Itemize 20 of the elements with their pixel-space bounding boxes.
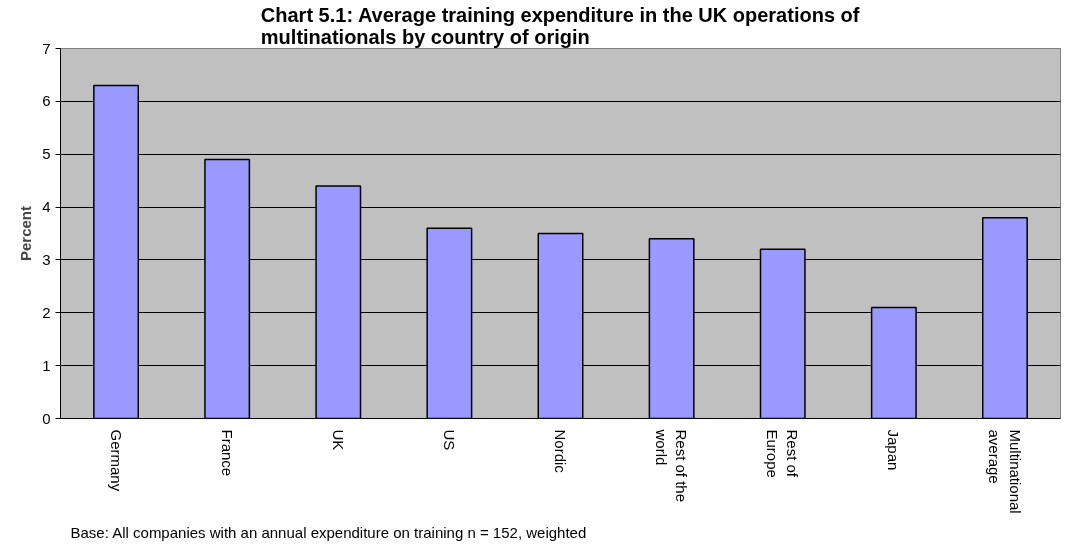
x-tick-label: Germany — [107, 429, 125, 492]
y-tick-label: 1 — [42, 356, 51, 374]
y-tick-label: 3 — [42, 250, 51, 268]
text: Base: All companies with an annual expenditure on training n = 152, weighted — [70, 523, 587, 541]
y-tick-label: 6 — [42, 92, 51, 110]
x-tick-label: US — [440, 429, 458, 451]
x-tick-label: Multinational average — [986, 429, 1024, 514]
x-tick-label: Japan — [885, 429, 903, 471]
x-tick-label: Rest of Europe — [764, 429, 802, 478]
y-tick-label: 0 — [42, 409, 51, 427]
y-tick-label: 5 — [42, 145, 51, 163]
y-tick-label: 4 — [42, 198, 51, 216]
y-tick-label: 2 — [42, 303, 51, 321]
y-axis-title: Percent — [17, 205, 35, 262]
chart-title: Chart 5.1: Average training expenditure in the UK operations of multinationals by country of origin — [260, 3, 860, 48]
x-tick-label: France — [218, 429, 236, 477]
y-tick-label: 7 — [42, 39, 51, 57]
x-tick-label: Rest of the world — [652, 428, 691, 503]
x-tick-label: Nordic — [552, 429, 569, 474]
x-tick-label: UK — [329, 429, 347, 451]
